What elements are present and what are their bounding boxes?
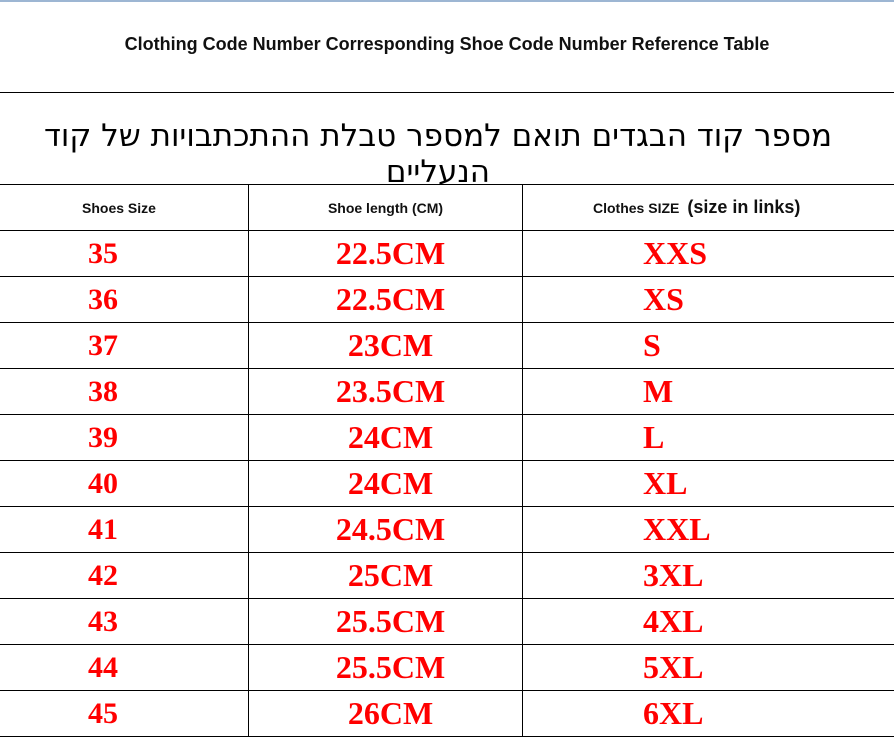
clothes-size-cell: XXL — [522, 507, 894, 552]
table-row: 45 26CM 6XL — [0, 690, 894, 736]
table-row: 39 24CM L — [0, 414, 894, 460]
header-clothes-size: Clothes SIZE (size in links) — [522, 185, 894, 230]
shoe-length-cell: 26CM — [248, 691, 522, 736]
divider — [0, 92, 894, 93]
size-table: Shoes Size Shoe length (CM) Clothes SIZE… — [0, 184, 894, 736]
shoe-size-cell: 44 — [88, 650, 118, 684]
clothes-size-cell: S — [522, 323, 894, 368]
shoe-length-cell: 24CM — [248, 461, 522, 506]
shoe-length-cell: 23.5CM — [248, 369, 522, 414]
header-shoes-size: Shoes Size — [82, 199, 156, 216]
shoe-size-cell: 38 — [88, 374, 118, 408]
table-row: 43 25.5CM 4XL — [0, 598, 894, 644]
shoe-size-cell: 43 — [88, 604, 118, 638]
shoe-size-cell: 35 — [88, 236, 118, 270]
table-row: 37 23CM S — [0, 322, 894, 368]
shoe-length-cell: 22.5CM — [248, 277, 522, 322]
table-row: 38 23.5CM M — [0, 368, 894, 414]
header-clothes-size-label: Clothes SIZE — [593, 199, 680, 216]
shoe-length-cell: 23CM — [248, 323, 522, 368]
clothes-size-cell: XS — [522, 277, 894, 322]
clothes-size-cell: 4XL — [522, 599, 894, 644]
shoe-length-cell: 22.5CM — [248, 231, 522, 276]
table-row: 35 22.5CM XXS — [0, 230, 894, 276]
shoe-length-cell: 25.5CM — [248, 599, 522, 644]
shoe-length-cell: 25CM — [248, 553, 522, 598]
table-row: 40 24CM XL — [0, 460, 894, 506]
clothes-size-cell: 5XL — [522, 645, 894, 690]
clothes-size-cell: L — [522, 415, 894, 460]
shoe-size-cell: 45 — [88, 696, 118, 730]
clothes-size-cell: 6XL — [522, 691, 894, 736]
table-header-row: Shoes Size Shoe length (CM) Clothes SIZE… — [0, 184, 894, 230]
hebrew-title: מספר קוד הבגדים תואם למספר טבלת ההתכתבוי… — [43, 118, 833, 190]
header-clothes-size-note: (size in links) — [687, 197, 801, 217]
page-title: Clothing Code Number Corresponding Shoe … — [124, 34, 770, 54]
top-border — [0, 0, 894, 2]
clothes-size-cell: M — [522, 369, 894, 414]
shoe-size-cell: 40 — [88, 466, 118, 500]
shoe-length-cell: 24CM — [248, 415, 522, 460]
clothes-size-cell: 3XL — [522, 553, 894, 598]
shoe-length-cell: 25.5CM — [248, 645, 522, 690]
table-bottom-line — [0, 736, 894, 737]
clothes-size-cell: XL — [522, 461, 894, 506]
shoe-size-cell: 41 — [88, 512, 118, 546]
clothes-size-cell: XXS — [522, 231, 894, 276]
table-row: 36 22.5CM XS — [0, 276, 894, 322]
shoe-size-cell: 39 — [88, 420, 118, 454]
header-shoe-length: Shoe length (CM) — [248, 185, 522, 230]
shoe-size-cell: 42 — [88, 558, 118, 592]
table-row: 41 24.5CM XXL — [0, 506, 894, 552]
shoe-size-cell: 37 — [88, 328, 118, 362]
table-row: 44 25.5CM 5XL — [0, 644, 894, 690]
table-row: 42 25CM 3XL — [0, 552, 894, 598]
shoe-length-cell: 24.5CM — [248, 507, 522, 552]
shoe-size-cell: 36 — [88, 282, 118, 316]
